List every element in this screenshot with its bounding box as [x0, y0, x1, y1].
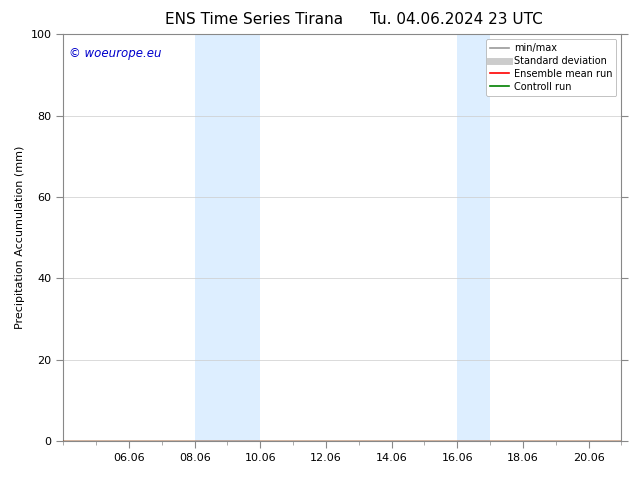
- Y-axis label: Precipitation Accumulation (mm): Precipitation Accumulation (mm): [15, 146, 25, 329]
- Bar: [195, 34, 261, 441]
- Text: Tu. 04.06.2024 23 UTC: Tu. 04.06.2024 23 UTC: [370, 12, 543, 27]
- Text: ENS Time Series Tirana: ENS Time Series Tirana: [165, 12, 342, 27]
- Text: © woeurope.eu: © woeurope.eu: [69, 47, 162, 59]
- Bar: [457, 34, 490, 441]
- Legend: min/max, Standard deviation, Ensemble mean run, Controll run: min/max, Standard deviation, Ensemble me…: [486, 39, 616, 96]
